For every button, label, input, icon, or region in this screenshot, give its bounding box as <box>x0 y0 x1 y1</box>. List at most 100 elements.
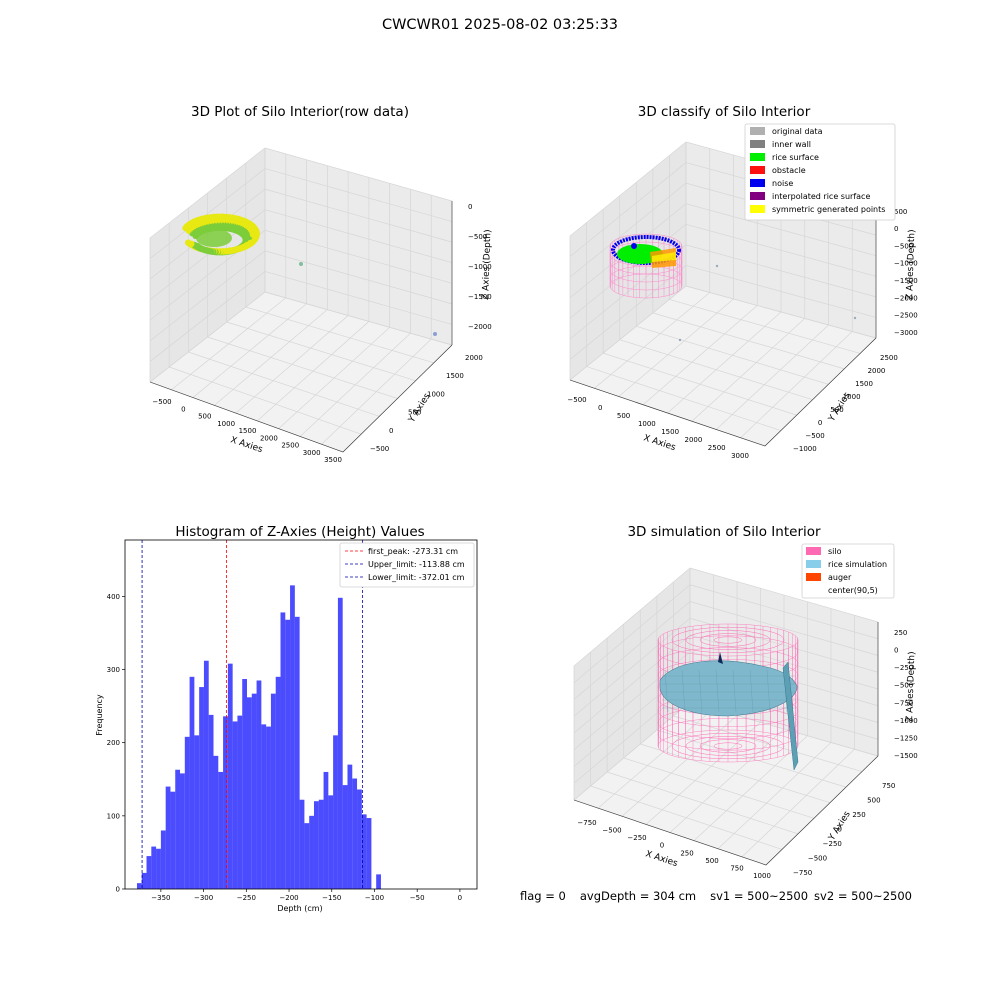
histogram-bar <box>213 755 219 889</box>
histogram-bar <box>294 616 300 889</box>
grid-line <box>264 291 453 346</box>
legend-label: rice surface <box>772 153 819 162</box>
z-tick-label: −500 <box>894 242 913 250</box>
panel4-y-label: Y Axies <box>827 809 853 843</box>
x-tick-label: 500 <box>198 413 211 421</box>
legend-label: obstacle <box>772 166 806 175</box>
grid-line <box>669 728 785 833</box>
grid-line <box>716 324 829 430</box>
panel2-3d-axes: −500050010001500200025003000−1000−500050… <box>567 123 918 460</box>
grid-line <box>569 141 687 237</box>
floor-pane <box>570 286 876 446</box>
histogram-bar <box>189 676 195 889</box>
legend-swatch <box>750 179 765 187</box>
z-tick-label: −1250 <box>894 734 918 742</box>
histogram-bar <box>309 815 314 889</box>
silo-wire <box>657 729 799 763</box>
legend-swatch <box>750 140 765 148</box>
z-tick-label: −3000 <box>894 329 918 337</box>
legend-label: interpolated rice surface <box>772 192 870 201</box>
z-tick-label: 0 <box>894 647 898 655</box>
grid-line <box>603 352 797 416</box>
legend-swatch <box>750 153 765 161</box>
y-tick-label: 2000 <box>868 367 886 375</box>
x-tick-label: −250 <box>237 894 256 902</box>
grid-line <box>149 147 266 239</box>
y-tick-label: 200 <box>107 739 120 747</box>
grid-line <box>667 311 782 414</box>
x-tick-label: 2000 <box>260 434 278 442</box>
histogram-bar <box>156 848 161 889</box>
legend-label: center(90,5) <box>828 586 878 595</box>
panel2-x-label: X Axies <box>642 433 677 453</box>
y-tick-label: −500 <box>808 855 827 863</box>
histogram-bar <box>208 714 214 889</box>
histogram-bar <box>141 872 147 889</box>
legend-label: noise <box>772 179 793 188</box>
grid-line <box>264 209 453 264</box>
panel1-points <box>182 213 437 336</box>
grid-line <box>264 250 453 305</box>
histogram-bar <box>184 736 190 889</box>
grid-line <box>685 285 877 339</box>
legend-label: first_peak: -273.31 cm <box>368 547 458 556</box>
silo-wire <box>713 636 743 644</box>
silo-wire <box>685 736 771 756</box>
silo-wire <box>609 273 683 299</box>
x-tick-label: 0 <box>181 405 185 413</box>
grid-line <box>169 366 362 435</box>
x-tick-label: 250 <box>680 849 693 857</box>
x-tick-label: 500 <box>705 857 718 865</box>
grid-line <box>636 325 829 385</box>
sv2-text: sv2 = 500~2500 <box>814 889 912 903</box>
histogram-bar <box>337 597 343 889</box>
y-tick-label: 1500 <box>446 372 464 380</box>
panel4-legend: silo rice simulation auger center(90,5) <box>801 543 895 599</box>
legend-frame <box>744 123 896 221</box>
x-tick-label: 3500 <box>324 456 342 464</box>
silo-wire <box>699 739 757 753</box>
sv1-text: sv1 = 500~2500 <box>710 889 809 903</box>
histogram-bar <box>247 697 252 889</box>
grid-line <box>740 331 853 439</box>
grid-line <box>689 584 879 640</box>
y-tick-label: 500 <box>408 409 421 417</box>
grid-line <box>685 265 877 318</box>
grid-line <box>590 785 783 850</box>
histogram-bar <box>146 856 152 889</box>
z-tick-label: −2500 <box>894 312 918 320</box>
z-tick-label: −750 <box>894 699 913 707</box>
histogram-bar <box>347 764 353 889</box>
axis-line <box>569 337 877 447</box>
histogram-bar <box>357 789 362 889</box>
grid-line <box>691 318 805 422</box>
grid-line <box>640 743 831 804</box>
histogram-bar <box>328 795 334 889</box>
panel4-box <box>573 567 879 866</box>
x-tick-label: 500 <box>617 412 630 420</box>
histogram-bar <box>333 735 338 889</box>
x-tick-label: 1500 <box>661 428 679 436</box>
grid-line <box>621 715 738 817</box>
histogram-bar <box>361 814 367 889</box>
histogram-bar <box>304 823 310 889</box>
axis-line <box>149 344 453 453</box>
z-tick-label: 250 <box>894 629 907 637</box>
x-tick-label: −500 <box>152 398 171 406</box>
panel2-title: 3D classify of Silo Interior <box>637 104 811 120</box>
avg-depth-text: avgDepth = 304 cm <box>579 889 697 903</box>
grid-line <box>149 291 266 383</box>
data-point <box>185 239 192 246</box>
silo-wire <box>657 717 799 751</box>
x-tick-label: −50 <box>410 894 425 902</box>
grid-line <box>619 339 813 401</box>
grid-line <box>149 168 266 259</box>
z-tick-label: −1000 <box>468 263 492 271</box>
x-tick-label: −200 <box>279 894 298 902</box>
figure-title: CWCWR01 2025-08-02 03:25:33 <box>381 17 619 33</box>
grid-line <box>573 651 691 751</box>
panel3-title: Histogram of Z-Axies (Height) Values <box>175 524 425 540</box>
grid-line <box>149 250 266 342</box>
silo-wire <box>671 732 785 760</box>
